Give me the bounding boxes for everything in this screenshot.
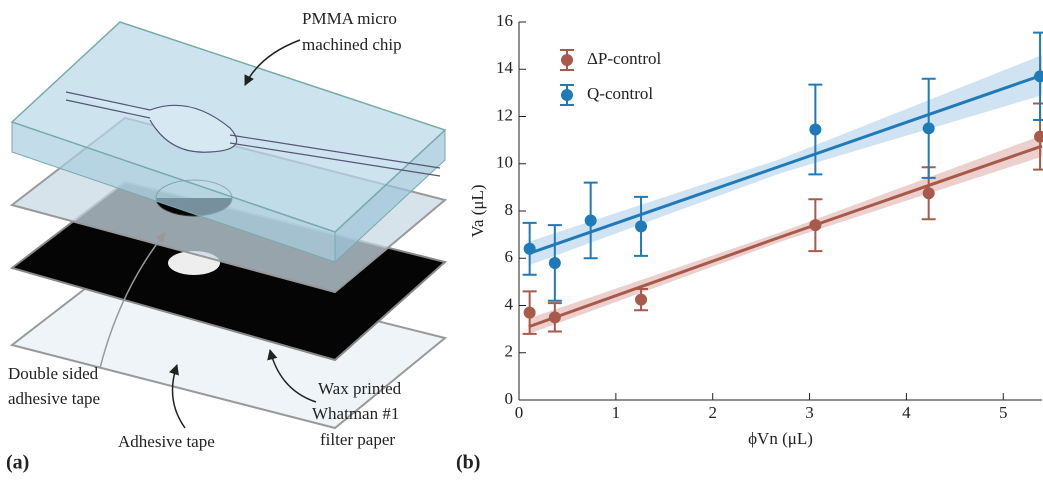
- legend-label: Q-control: [587, 84, 653, 103]
- x-tick-label: 0: [515, 403, 524, 422]
- arrow: [168, 364, 186, 429]
- y-tick-label: 12: [496, 105, 513, 124]
- diagram: PMMA micro machined chip Double sided ad…: [6, 9, 448, 474]
- y-axis-label: Va (μL): [468, 184, 487, 237]
- point: [922, 122, 935, 135]
- y-tick-label: 0: [505, 389, 514, 408]
- chip-channel: [65, 91, 441, 177]
- x-tick-label: 1: [612, 403, 621, 422]
- point: [523, 242, 536, 255]
- point: [1034, 130, 1043, 143]
- point: [548, 311, 561, 324]
- diagram-label: machined chip: [302, 35, 402, 54]
- diagram-label: Adhesive tape: [118, 432, 215, 451]
- fit-line: [528, 144, 1043, 329]
- legend-symbol: [561, 89, 573, 101]
- arrow: [99, 232, 166, 369]
- point: [809, 123, 822, 136]
- point: [548, 256, 561, 269]
- arrow: [244, 39, 301, 86]
- fit-band: [528, 55, 1042, 266]
- y-tick-label: 2: [505, 342, 514, 361]
- point: [635, 293, 648, 306]
- panel-label: (b): [456, 452, 480, 474]
- point: [584, 214, 597, 227]
- y-tick-label: 6: [505, 247, 514, 266]
- diagram-label: PMMA micro: [302, 9, 397, 28]
- y-tick-label: 14: [496, 58, 514, 77]
- x-tick-label: 5: [999, 403, 1008, 422]
- arrow: [267, 348, 317, 403]
- point: [1034, 70, 1043, 83]
- legend-label: ΔP-control: [587, 49, 661, 68]
- point: [922, 187, 935, 200]
- y-tick-label: 16: [496, 11, 513, 30]
- y-tick-label: 4: [505, 294, 514, 313]
- point: [635, 220, 648, 233]
- point: [809, 219, 822, 232]
- x-tick-label: 4: [902, 403, 911, 422]
- y-tick-label: 10: [496, 153, 513, 172]
- panel-label: (a): [6, 452, 29, 474]
- diagram-label: Double sided: [8, 364, 99, 383]
- diagram-label: Wax printed: [318, 379, 402, 398]
- x-tick-label: 2: [708, 403, 717, 422]
- x-tick-label: 3: [805, 403, 814, 422]
- x-axis-label: ϕVn (μL): [748, 429, 813, 448]
- diagram-label: adhesive tape: [8, 389, 100, 408]
- point: [523, 306, 536, 319]
- fit-line: [528, 73, 1043, 255]
- y-tick-label: 8: [505, 200, 514, 219]
- legend-symbol: [561, 54, 573, 66]
- diagram-label: Whatman #1: [312, 404, 399, 423]
- diagram-label: filter paper: [320, 430, 395, 449]
